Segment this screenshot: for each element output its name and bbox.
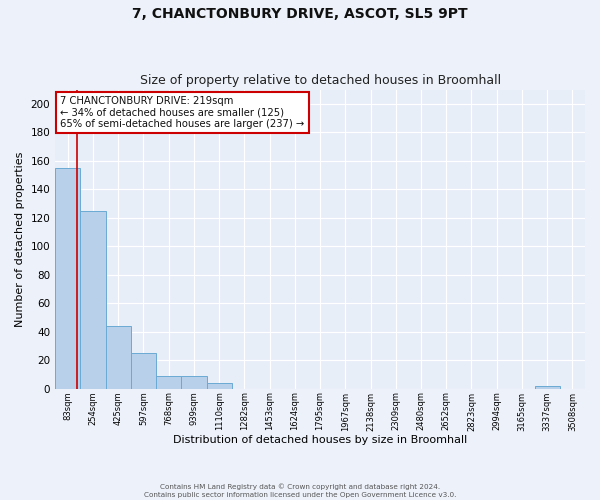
Bar [55, 168, 80, 388]
Bar [535, 386, 560, 388]
Bar [181, 376, 206, 388]
Bar [131, 353, 156, 388]
Text: 7 CHANCTONBURY DRIVE: 219sqm
← 34% of detached houses are smaller (125)
65% of s: 7 CHANCTONBURY DRIVE: 219sqm ← 34% of de… [61, 96, 305, 128]
Bar [80, 210, 106, 388]
Y-axis label: Number of detached properties: Number of detached properties [15, 152, 25, 327]
Bar [156, 376, 181, 388]
Title: Size of property relative to detached houses in Broomhall: Size of property relative to detached ho… [140, 74, 500, 87]
Text: 7, CHANCTONBURY DRIVE, ASCOT, SL5 9PT: 7, CHANCTONBURY DRIVE, ASCOT, SL5 9PT [132, 8, 468, 22]
Text: Contains HM Land Registry data © Crown copyright and database right 2024.
Contai: Contains HM Land Registry data © Crown c… [144, 484, 456, 498]
X-axis label: Distribution of detached houses by size in Broomhall: Distribution of detached houses by size … [173, 435, 467, 445]
Bar [206, 383, 232, 388]
Bar [106, 326, 131, 388]
